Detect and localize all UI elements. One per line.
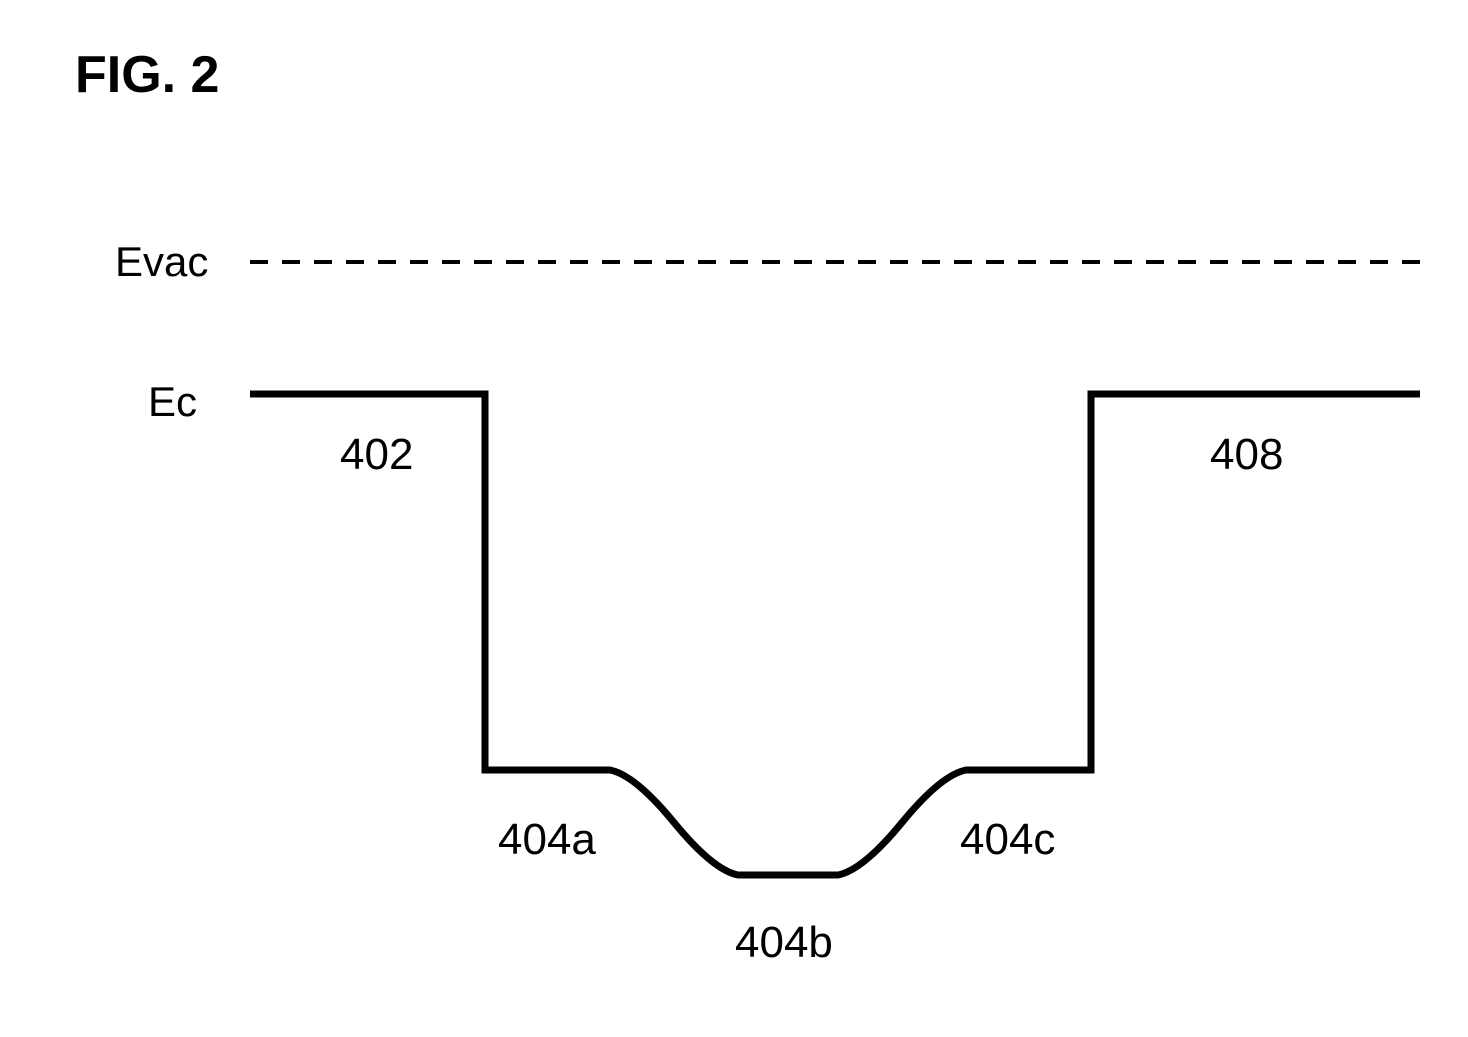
ec-curve — [250, 394, 1420, 875]
band-diagram-svg — [0, 0, 1468, 1037]
